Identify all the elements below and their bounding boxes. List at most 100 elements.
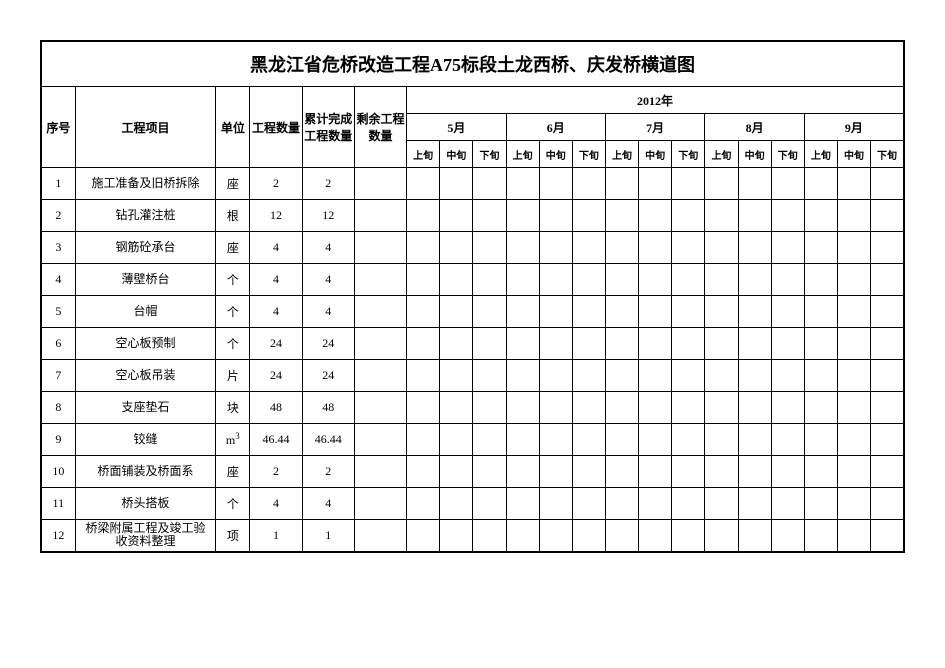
gantt-cell xyxy=(605,200,638,232)
gantt-cell xyxy=(407,232,440,264)
gantt-cell xyxy=(837,264,870,296)
cell-done: 48 xyxy=(302,392,354,424)
gantt-cell xyxy=(738,264,771,296)
gantt-cell xyxy=(738,200,771,232)
gantt-cell xyxy=(440,424,473,456)
gantt-cell xyxy=(738,232,771,264)
gantt-cell xyxy=(705,264,738,296)
gantt-cell xyxy=(407,296,440,328)
cell-seq: 5 xyxy=(41,296,75,328)
gantt-cell xyxy=(407,520,440,552)
gantt-cell xyxy=(771,456,804,488)
gantt-cell xyxy=(837,520,870,552)
gantt-cell xyxy=(705,168,738,200)
gantt-cell xyxy=(705,392,738,424)
gantt-cell xyxy=(804,456,837,488)
gantt-cell xyxy=(440,296,473,328)
gantt-cell xyxy=(672,488,705,520)
gantt-cell xyxy=(572,296,605,328)
cell-name: 支座垫石 xyxy=(75,392,216,424)
gantt-cell xyxy=(771,360,804,392)
gantt-cell xyxy=(837,392,870,424)
cell-qty: 4 xyxy=(250,488,302,520)
gantt-cell xyxy=(672,168,705,200)
gantt-cell xyxy=(771,168,804,200)
gantt-cell xyxy=(473,424,506,456)
gantt-cell xyxy=(639,328,672,360)
gantt-cell xyxy=(738,328,771,360)
cell-remain xyxy=(354,360,406,392)
cell-unit: 座 xyxy=(216,232,250,264)
gantt-cell xyxy=(804,520,837,552)
period-header: 中旬 xyxy=(440,141,473,168)
gantt-cell xyxy=(804,488,837,520)
period-header: 中旬 xyxy=(539,141,572,168)
gantt-cell xyxy=(804,360,837,392)
gantt-cell xyxy=(672,456,705,488)
gantt-cell xyxy=(440,488,473,520)
gantt-cell xyxy=(672,200,705,232)
cell-name: 施工准备及旧桥拆除 xyxy=(75,168,216,200)
cell-remain xyxy=(354,328,406,360)
cell-qty: 1 xyxy=(250,520,302,552)
gantt-cell xyxy=(837,232,870,264)
gantt-cell xyxy=(506,520,539,552)
gantt-cell xyxy=(572,424,605,456)
cell-remain xyxy=(354,296,406,328)
gantt-cell xyxy=(871,328,904,360)
cell-done: 4 xyxy=(302,296,354,328)
table-row: 1施工准备及旧桥拆除座22 xyxy=(41,168,904,200)
table-row: 8支座垫石块4848 xyxy=(41,392,904,424)
col-seq: 序号 xyxy=(41,87,75,168)
gantt-cell xyxy=(672,232,705,264)
table-row: 10桥面铺装及桥面系座22 xyxy=(41,456,904,488)
cell-remain xyxy=(354,424,406,456)
cell-name: 铰缝 xyxy=(75,424,216,456)
gantt-cell xyxy=(605,392,638,424)
gantt-cell xyxy=(506,296,539,328)
gantt-cell xyxy=(407,328,440,360)
period-header: 上旬 xyxy=(506,141,539,168)
gantt-cell xyxy=(771,296,804,328)
cell-unit: 座 xyxy=(216,168,250,200)
gantt-cell xyxy=(672,520,705,552)
cell-done: 4 xyxy=(302,264,354,296)
gantt-cell xyxy=(572,264,605,296)
gantt-cell xyxy=(705,520,738,552)
period-header: 中旬 xyxy=(837,141,870,168)
gantt-cell xyxy=(705,232,738,264)
table-row: 5台帽个44 xyxy=(41,296,904,328)
cell-done: 46.44 xyxy=(302,424,354,456)
col-qty: 工程数量 xyxy=(250,87,302,168)
cell-qty: 24 xyxy=(250,360,302,392)
gantt-cell xyxy=(539,488,572,520)
cell-seq: 3 xyxy=(41,232,75,264)
gantt-cell xyxy=(738,296,771,328)
cell-done: 24 xyxy=(302,328,354,360)
gantt-cell xyxy=(407,168,440,200)
gantt-cell xyxy=(539,168,572,200)
gantt-cell xyxy=(539,264,572,296)
gantt-cell xyxy=(572,168,605,200)
gantt-cell xyxy=(473,456,506,488)
gantt-cell xyxy=(871,488,904,520)
cell-unit: 座 xyxy=(216,456,250,488)
gantt-cell xyxy=(539,360,572,392)
cell-remain xyxy=(354,520,406,552)
gantt-cell xyxy=(738,520,771,552)
gantt-cell xyxy=(804,328,837,360)
cell-seq: 1 xyxy=(41,168,75,200)
gantt-cell xyxy=(572,456,605,488)
gantt-cell xyxy=(639,392,672,424)
gantt-cell xyxy=(639,360,672,392)
gantt-cell xyxy=(672,328,705,360)
gantt-cell xyxy=(539,328,572,360)
cell-done: 12 xyxy=(302,200,354,232)
cell-remain xyxy=(354,168,406,200)
gantt-cell xyxy=(771,488,804,520)
gantt-cell xyxy=(639,296,672,328)
month-header: 5月 xyxy=(407,114,506,141)
gantt-cell xyxy=(672,424,705,456)
gantt-cell xyxy=(837,360,870,392)
gantt-cell xyxy=(639,232,672,264)
